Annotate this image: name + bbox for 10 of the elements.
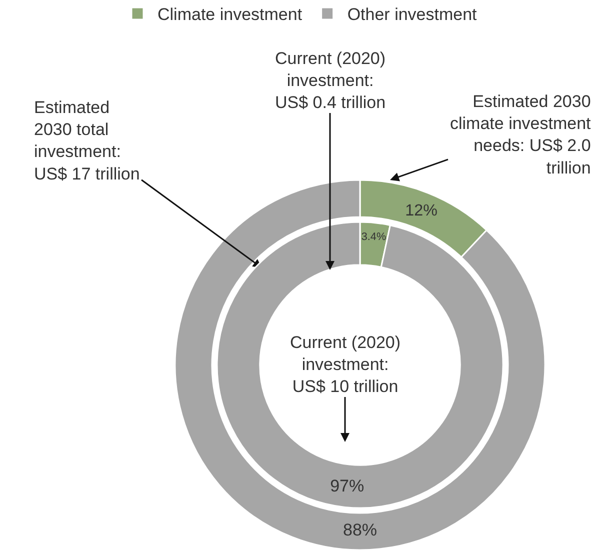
text: Estimated 2030 climate investment needs: US$ 2.0 trillion bbox=[450, 92, 592, 178]
data-label: 3.4% bbox=[361, 230, 386, 243]
data-label: 12% bbox=[405, 201, 438, 220]
legend-label: Other investment bbox=[347, 5, 478, 24]
data-label: 97% bbox=[330, 476, 364, 496]
text: Current (2020) investment: US$ 10 trillion bbox=[290, 333, 401, 396]
text: Current (2020) investment: US$ 0.4 trillion bbox=[275, 49, 386, 112]
text: Estimated 2030 total investment: US$ 17 trillion bbox=[34, 98, 140, 184]
legend-label: Climate investment bbox=[158, 5, 302, 24]
data-label: 88% bbox=[342, 520, 378, 540]
